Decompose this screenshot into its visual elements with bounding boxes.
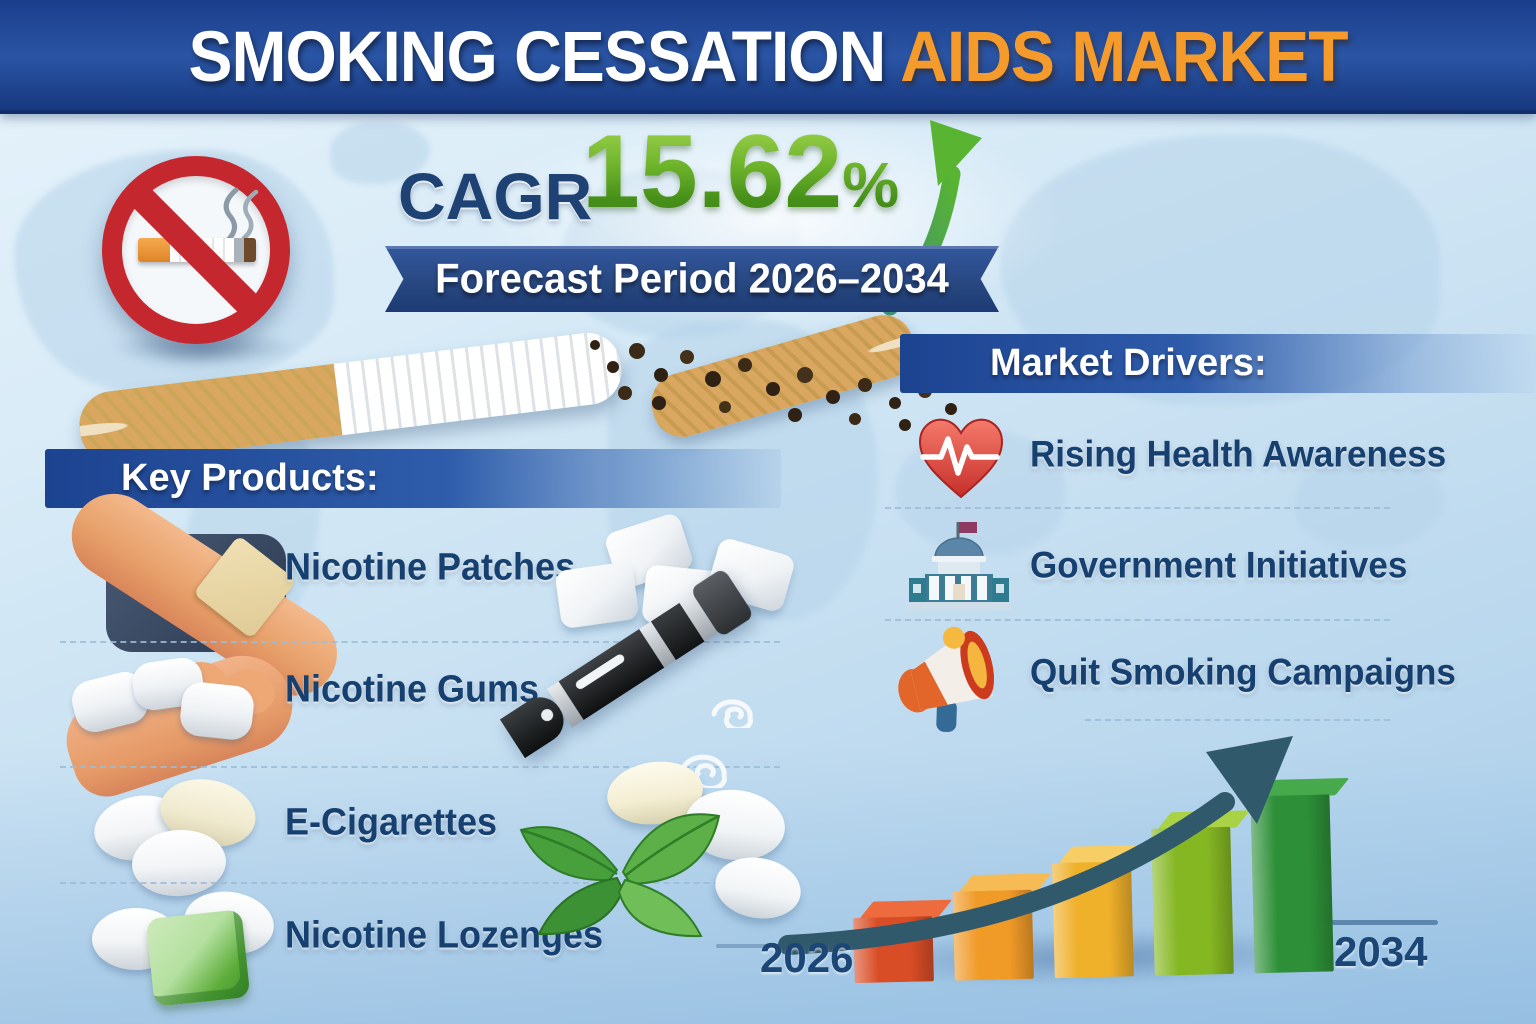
lozenges-green-gum-icon xyxy=(92,886,302,1020)
trend-arrow-icon xyxy=(778,736,1293,955)
forecast-text: Forecast Period 2026–2034 xyxy=(435,255,949,302)
driver-label-quit-smoking-campaigns: Quit Smoking Campaigns xyxy=(1030,652,1456,693)
separator xyxy=(1085,719,1390,721)
no-smoking-icon xyxy=(102,156,290,344)
tobacco-scatter xyxy=(590,340,600,350)
key-products-banner: Key Products: xyxy=(45,449,781,508)
year-label-end: 2034 xyxy=(1334,928,1428,975)
cagr-value: 15.62% xyxy=(582,114,900,230)
e-cigarette-pen xyxy=(498,567,798,813)
separator xyxy=(60,641,780,643)
year-label-start: 2026 xyxy=(760,934,854,981)
smoke-icon xyxy=(223,187,259,242)
separator xyxy=(885,507,1390,509)
key-products-heading: Key Products: xyxy=(121,457,379,499)
product-label-nicotine-patches: Nicotine Patches xyxy=(285,544,576,588)
world-map-shape xyxy=(1295,455,1445,550)
vapor-swirl-icon xyxy=(679,754,727,788)
product-label-nicotine-gums: Nicotine Gums xyxy=(285,666,540,710)
green-gum-piece xyxy=(145,909,251,1007)
title-part-white: SMOKING CESSATION xyxy=(188,16,901,97)
heart-pulse-icon xyxy=(918,418,1004,499)
separator xyxy=(60,766,780,768)
baseline-right xyxy=(1318,920,1438,925)
mint-leaves xyxy=(519,813,721,938)
vapor-swirl-icon xyxy=(711,699,753,728)
world-map-shape xyxy=(330,122,430,184)
separator xyxy=(60,882,780,884)
megaphone-icon xyxy=(898,626,995,732)
forecast-ribbon: Forecast Period 2026–2034 xyxy=(385,246,999,312)
hand-with-gums-icon xyxy=(55,642,305,806)
page-title: SMOKING CESSATION AIDS MARKET xyxy=(0,0,1536,114)
market-drivers-banner: Market Drivers: xyxy=(900,334,1536,393)
government-building-icon xyxy=(907,522,1011,610)
mint-lozenges-art xyxy=(505,755,806,942)
nicotine-patch-arm-icon xyxy=(55,477,354,712)
market-drivers-heading: Market Drivers: xyxy=(990,342,1267,384)
driver-label-health-awareness: Rising Health Awareness xyxy=(1030,434,1447,475)
title-part-orange: AIDS MARKET xyxy=(900,16,1348,97)
separator xyxy=(885,619,1390,621)
product-label-e-cigarettes: E-Cigarettes xyxy=(285,799,498,843)
cagr-label: CAGR xyxy=(398,159,593,233)
driver-label-government-initiatives: Government Initiatives xyxy=(1030,545,1408,586)
title-banner xyxy=(0,0,1536,114)
